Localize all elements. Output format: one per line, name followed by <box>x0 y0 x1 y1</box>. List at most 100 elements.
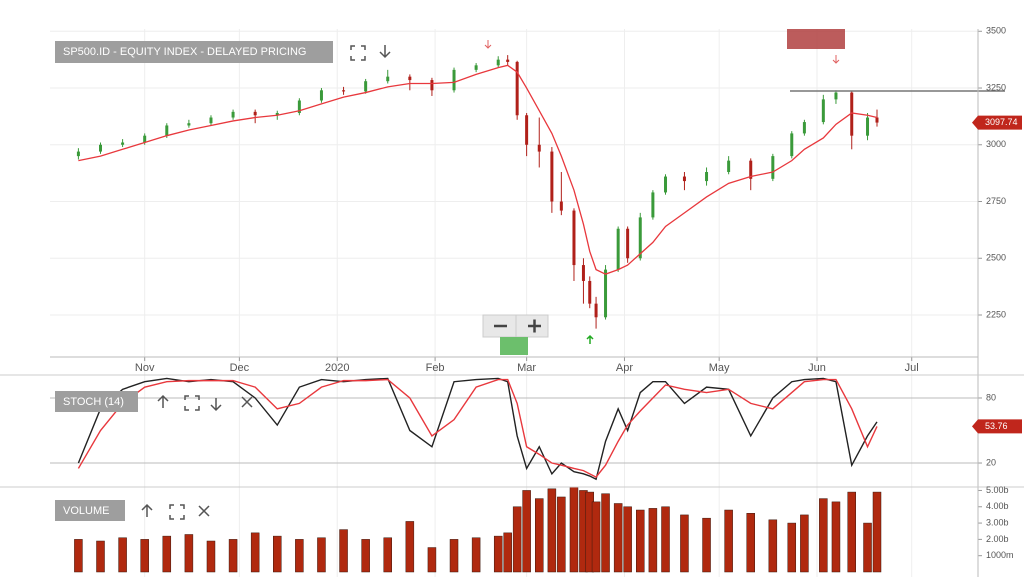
y-tick-label: 3000 <box>986 139 1006 149</box>
volume-bar <box>768 519 778 573</box>
zoom-controls[interactable] <box>482 314 549 338</box>
candle-body <box>275 112 279 116</box>
candle-body <box>581 265 585 281</box>
title-box <box>55 500 125 521</box>
volume-bar <box>831 501 841 573</box>
x-tick-label: Jun <box>808 362 826 374</box>
candle-body <box>143 135 147 143</box>
volume-bar <box>228 539 238 573</box>
candle-body <box>850 92 854 136</box>
y-tick-label: 1000m <box>986 550 1014 560</box>
x-tick-label: May <box>709 362 730 374</box>
candle-body <box>802 122 806 134</box>
volume-bar <box>819 498 828 573</box>
event-marker[interactable] <box>787 29 845 49</box>
y-tick-label: 20 <box>986 457 996 467</box>
signal-arrow <box>586 334 594 344</box>
toolbar[interactable] <box>157 394 253 412</box>
title-box <box>55 41 333 63</box>
volume-bar <box>339 529 348 573</box>
candle-body <box>76 151 80 157</box>
volume-bar <box>250 532 260 573</box>
volume-bar <box>383 537 392 573</box>
candle-body <box>875 117 879 123</box>
stoch-line <box>77 378 878 478</box>
moving-average <box>78 64 878 275</box>
candle-body <box>99 144 103 152</box>
value-label: 53.76 <box>985 421 1008 431</box>
x-tick-label: Dec <box>230 362 250 374</box>
event-marker[interactable] <box>500 337 528 355</box>
signal-arrow <box>832 55 840 64</box>
candle-body <box>749 160 753 179</box>
candle-body <box>550 151 554 202</box>
signal-arrow <box>484 40 492 49</box>
marks <box>74 55 1005 573</box>
y-tick-label: 3250 <box>986 82 1006 92</box>
volume-bar <box>872 491 882 573</box>
candle-body <box>727 160 731 173</box>
candle-body <box>209 117 213 124</box>
candle-body <box>319 90 323 101</box>
volume-bar <box>863 522 872 573</box>
candle-body <box>821 99 825 123</box>
candle-body <box>342 90 346 92</box>
y-tick-label: 2750 <box>986 196 1006 206</box>
candle-body <box>386 76 390 82</box>
volume-bar <box>317 537 326 573</box>
x-tick-label: Nov <box>135 362 155 374</box>
volume-bar <box>680 514 689 573</box>
volume-bar <box>405 521 415 573</box>
candle-body <box>506 59 510 62</box>
y-tick-label: 3500 <box>986 26 1006 36</box>
volume-bar <box>648 508 658 573</box>
candle-body <box>474 65 478 70</box>
candle-body <box>604 269 608 318</box>
candle-body <box>253 111 257 116</box>
y-tick-label: 5.00b <box>986 485 1009 495</box>
candle-body <box>452 69 456 91</box>
candle-body <box>664 176 668 193</box>
toolbar[interactable] <box>141 503 210 520</box>
candle-body <box>588 280 592 304</box>
candle-body <box>231 111 235 118</box>
x-tick-label: 2020 <box>325 362 349 374</box>
candle-body <box>297 100 301 113</box>
candle-body <box>638 217 642 259</box>
candle-body <box>594 303 598 318</box>
candle-body <box>651 192 655 218</box>
panel-title: STOCH (14) <box>63 396 124 408</box>
y-tick-label: 2.00b <box>986 534 1009 544</box>
price-label-box <box>972 115 1022 130</box>
volume-bar <box>636 509 645 573</box>
y-tick-label: 2250 <box>986 309 1006 319</box>
volume-bar <box>547 488 557 573</box>
volume-bar <box>623 506 632 573</box>
volume-bar <box>96 540 105 573</box>
volume-bar <box>449 539 459 573</box>
y-tick-label: 3.00b <box>986 517 1009 527</box>
stoch-line <box>77 377 878 481</box>
candle-body <box>834 92 838 100</box>
candle-body <box>364 81 368 92</box>
volume-bar <box>512 506 522 573</box>
volume-bar <box>591 501 601 573</box>
x-tick-label: Jul <box>905 362 919 374</box>
volume-bar <box>746 513 755 573</box>
volume-bar <box>361 539 370 573</box>
candle-body <box>616 228 620 270</box>
title-box <box>55 391 138 412</box>
y-tick-label: 80 <box>986 392 996 402</box>
toolbar[interactable] <box>350 45 391 61</box>
y-tick-label: 2500 <box>986 253 1006 263</box>
candle-body <box>165 125 169 136</box>
candle-body <box>682 176 686 182</box>
volume-bar <box>471 537 481 573</box>
volume-bar <box>427 547 437 573</box>
volume-bar <box>847 491 856 573</box>
candle-body <box>408 76 412 81</box>
volume-bar <box>613 503 623 573</box>
volume-bar <box>800 514 809 573</box>
candle-body <box>121 142 125 145</box>
